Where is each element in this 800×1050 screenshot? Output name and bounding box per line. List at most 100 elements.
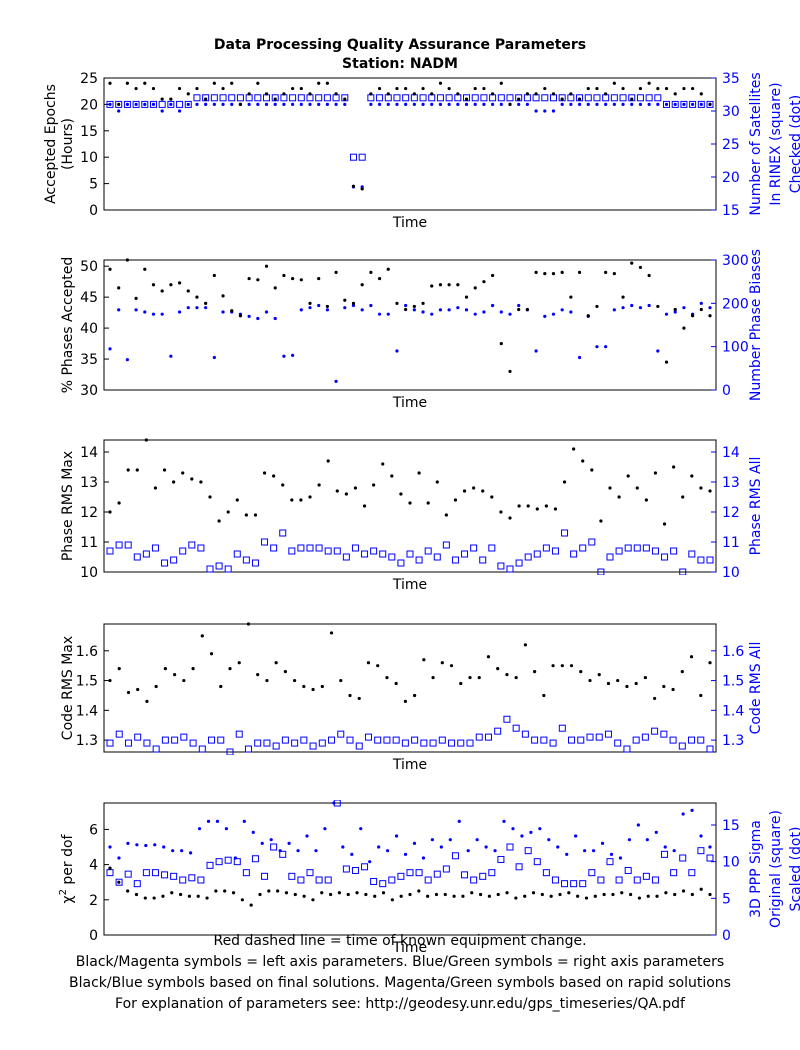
right-dot-point <box>529 830 533 834</box>
right-square-point <box>263 94 271 102</box>
left-dot-point <box>362 504 367 508</box>
right-square-point <box>306 544 314 552</box>
left-tick-label: 11 <box>80 535 98 551</box>
left-dot-point <box>655 894 659 898</box>
right-dot-point <box>664 102 669 106</box>
left-dot-point <box>281 483 285 487</box>
left-dot-point <box>496 892 500 897</box>
left-dot-point <box>417 889 421 893</box>
right-square-point <box>361 550 369 558</box>
left-tick-label: 45 <box>80 290 98 306</box>
left-dot-point <box>699 92 703 96</box>
left-dot-point <box>430 92 434 96</box>
left-dot-point <box>353 486 358 490</box>
right-square-point <box>542 544 550 552</box>
left-dot-point <box>487 894 492 898</box>
left-dot-point <box>395 301 399 305</box>
left-dot-point <box>560 664 564 668</box>
left-dot-point <box>311 687 315 692</box>
left-dot-point <box>290 498 294 502</box>
left-dot-point <box>317 81 321 85</box>
right-square-point <box>206 565 214 573</box>
right-dot-point <box>569 310 573 314</box>
right-dot-point <box>204 102 208 106</box>
right-square-point <box>180 733 188 741</box>
right-dot-point <box>708 306 712 310</box>
right-dot-point <box>412 841 417 845</box>
plot-frame <box>103 439 717 573</box>
right-tick-label: 30 <box>722 104 740 120</box>
right-square-point <box>300 736 308 744</box>
left-dot-point <box>558 892 562 897</box>
left-dot-point <box>317 483 321 487</box>
left-dot-point <box>577 270 582 274</box>
right-square-point <box>315 876 323 884</box>
right-dot-point <box>233 856 237 860</box>
right-square-point <box>489 94 497 102</box>
right-square-point <box>324 876 332 884</box>
chart-subtitle-station: Station: NADM <box>342 56 458 72</box>
left-dot-point <box>126 690 131 695</box>
left-dot-point <box>299 498 303 502</box>
right-dot-point <box>359 827 363 831</box>
right-square-point <box>291 739 299 747</box>
right-square-point <box>161 871 169 879</box>
left-dot-point <box>308 495 312 499</box>
right-square-point <box>568 736 576 744</box>
right-dot-point <box>636 823 640 827</box>
left-dot-point <box>214 889 218 893</box>
left-dot-point <box>646 894 650 898</box>
left-dot-point <box>302 894 306 898</box>
right-square-point <box>115 730 123 738</box>
right-dot-point <box>466 849 470 853</box>
left-dot-point <box>630 97 634 101</box>
left-dot-point <box>543 86 547 91</box>
left-dot-point <box>262 471 267 475</box>
left-dot-point <box>464 295 469 299</box>
right-square-point <box>429 739 437 747</box>
left-dot-point <box>602 892 606 897</box>
left-dot-point <box>386 92 390 96</box>
left-dot-point <box>523 894 527 898</box>
right-square-point <box>540 736 548 744</box>
left-dot-point <box>143 81 147 85</box>
panel-1: 0 5 10 15 20 25 15 20 25 30 35 Time Accepted Epochs(… <box>43 71 800 231</box>
left-dot-point <box>258 892 262 897</box>
right-square-point <box>567 94 575 102</box>
right-square-point <box>133 553 141 561</box>
right-square-point <box>651 727 659 735</box>
left-tick-label: 0 <box>89 203 98 219</box>
data-marks <box>106 81 714 191</box>
left-dot-point <box>525 92 529 96</box>
left-dot-point <box>656 86 660 91</box>
left-dot-point <box>599 519 603 523</box>
right-square-point <box>419 94 427 102</box>
right-dot-point <box>638 102 643 106</box>
right-dot-point <box>296 849 300 853</box>
right-dot-point <box>221 102 225 106</box>
right-square-point <box>521 730 529 738</box>
right-dot-point <box>612 102 616 106</box>
right-dot-point <box>534 109 538 113</box>
right-square-point <box>471 94 479 102</box>
right-square-point <box>384 94 392 102</box>
left-dot-point <box>231 891 236 895</box>
right-square-point <box>541 94 549 102</box>
right-dot-point <box>569 102 573 106</box>
left-dot-point <box>581 459 585 463</box>
right-dot-point <box>291 102 295 106</box>
left-dot-point <box>459 681 463 686</box>
right-tick-label: 0 <box>722 928 731 944</box>
right-dot-point <box>547 838 551 842</box>
left-dot-point <box>326 459 330 463</box>
right-dot-point <box>621 306 625 310</box>
right-square-point <box>645 94 653 102</box>
left-dot-point <box>482 280 486 284</box>
left-dot-point <box>381 462 385 466</box>
right-dot-point <box>682 102 686 106</box>
left-dot-point <box>204 97 208 101</box>
right-dot-point <box>673 102 677 106</box>
right-square-point <box>176 100 184 108</box>
left-dot-point <box>177 281 182 285</box>
left-dot-point <box>169 97 173 101</box>
